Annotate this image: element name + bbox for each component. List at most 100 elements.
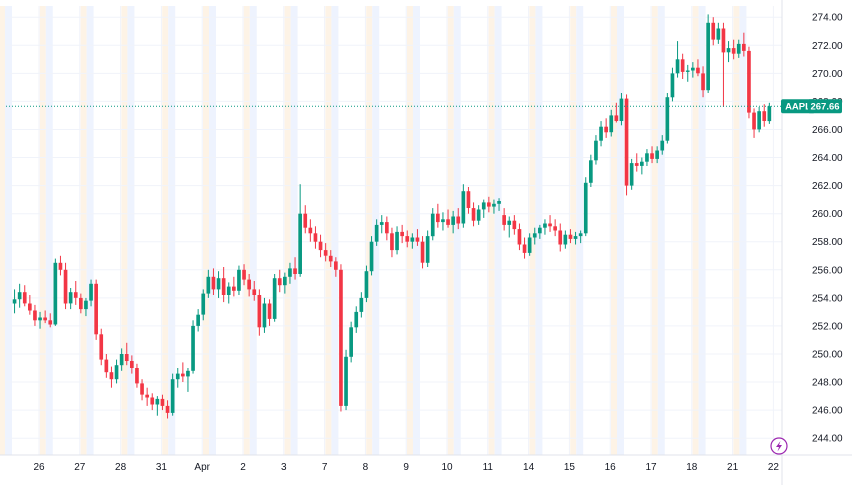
after-hours-band — [325, 6, 332, 455]
time-tick-label: 15 — [564, 462, 576, 473]
candle — [451, 210, 455, 234]
candle — [303, 205, 308, 234]
candle — [594, 135, 598, 165]
grid-lines — [6, 6, 782, 455]
candle — [12, 289, 17, 314]
candle-body — [298, 213, 302, 274]
candle-body — [252, 289, 257, 295]
candle — [359, 292, 364, 318]
candle-body — [237, 269, 241, 291]
candle — [645, 149, 649, 166]
time-tick-label: 26 — [33, 462, 45, 473]
candle — [420, 236, 425, 269]
candle — [68, 288, 73, 310]
candle — [619, 93, 624, 126]
time-tick-label: 18 — [686, 462, 698, 473]
candle — [578, 230, 583, 244]
price-tick-label: 254.00 — [812, 293, 843, 304]
candle — [691, 62, 695, 78]
candle — [747, 46, 751, 119]
candle-body — [640, 161, 644, 166]
candle-body — [553, 226, 557, 231]
candle — [604, 118, 608, 138]
candle — [543, 219, 547, 235]
candle — [390, 227, 394, 258]
candle-body — [410, 237, 415, 242]
time-tick-label: 8 — [363, 462, 369, 473]
candle — [221, 267, 226, 303]
candle — [655, 146, 659, 164]
candle-body — [456, 216, 461, 224]
candle-body — [22, 292, 27, 304]
candle-body — [415, 237, 420, 242]
candle — [665, 93, 670, 144]
candle-body — [645, 153, 649, 162]
symbol-label: AAPL — [785, 102, 811, 113]
candle-body — [721, 28, 726, 53]
candle-body — [614, 115, 619, 121]
candle-body — [313, 233, 318, 242]
candle — [344, 349, 348, 411]
candle-body — [461, 191, 466, 224]
after-hours-band — [529, 6, 536, 455]
candle — [492, 199, 496, 214]
candle — [400, 224, 404, 244]
candle-body — [323, 250, 328, 256]
candle-body — [527, 237, 532, 253]
price-axis[interactable]: 244.00 246.00 248.00 250.00 252.00 254.00 256.… — [781, 0, 843, 485]
candle-body — [578, 233, 583, 237]
candle — [364, 265, 369, 303]
candle — [232, 276, 236, 297]
candle — [33, 304, 37, 326]
premarket-band — [617, 6, 624, 455]
candle-body — [583, 182, 588, 234]
candle — [441, 212, 445, 231]
candle-body — [685, 70, 690, 72]
candle — [216, 271, 221, 298]
candle-body — [33, 310, 37, 321]
candle — [762, 104, 767, 127]
time-axis[interactable]: 26 27 28 31 Apr 2 3 7 8 9 10 11 14 15 16 17 18 21 22 — [0, 454, 852, 473]
candle-body — [507, 220, 512, 225]
premarket-band — [5, 6, 12, 455]
candle-body — [425, 236, 430, 263]
time-tick-label: 21 — [727, 462, 739, 473]
candle-body — [599, 126, 603, 141]
candle — [466, 187, 471, 214]
candle-body — [344, 356, 348, 406]
candle — [272, 274, 277, 322]
candle — [145, 387, 149, 406]
candle — [650, 146, 654, 164]
candle — [277, 269, 282, 293]
candle — [257, 289, 262, 336]
candle — [119, 348, 124, 371]
candle-body — [609, 115, 614, 133]
candle — [308, 219, 313, 242]
candle — [237, 265, 241, 295]
premarket-band — [127, 6, 135, 455]
candle-body — [277, 278, 282, 286]
candle-body — [359, 297, 364, 312]
candle-body — [731, 48, 736, 54]
candle — [425, 230, 430, 267]
candle-body — [757, 111, 761, 130]
candle-body — [691, 67, 695, 71]
candle-body — [109, 372, 114, 380]
candle-body — [119, 354, 124, 366]
candle — [522, 237, 527, 259]
candle — [150, 393, 155, 411]
candle — [726, 41, 731, 63]
candle — [58, 255, 63, 276]
price-tick-label: 266.00 — [812, 125, 843, 136]
candle-body — [747, 50, 751, 113]
after-hours-band — [733, 6, 740, 455]
price-tick-label: 258.00 — [812, 237, 843, 248]
candle — [430, 208, 435, 241]
candle — [73, 281, 78, 305]
symbol-tag — [781, 99, 815, 114]
lightning-icon[interactable] — [770, 437, 788, 455]
last-price-tag — [808, 99, 842, 114]
candle-body — [568, 234, 573, 239]
